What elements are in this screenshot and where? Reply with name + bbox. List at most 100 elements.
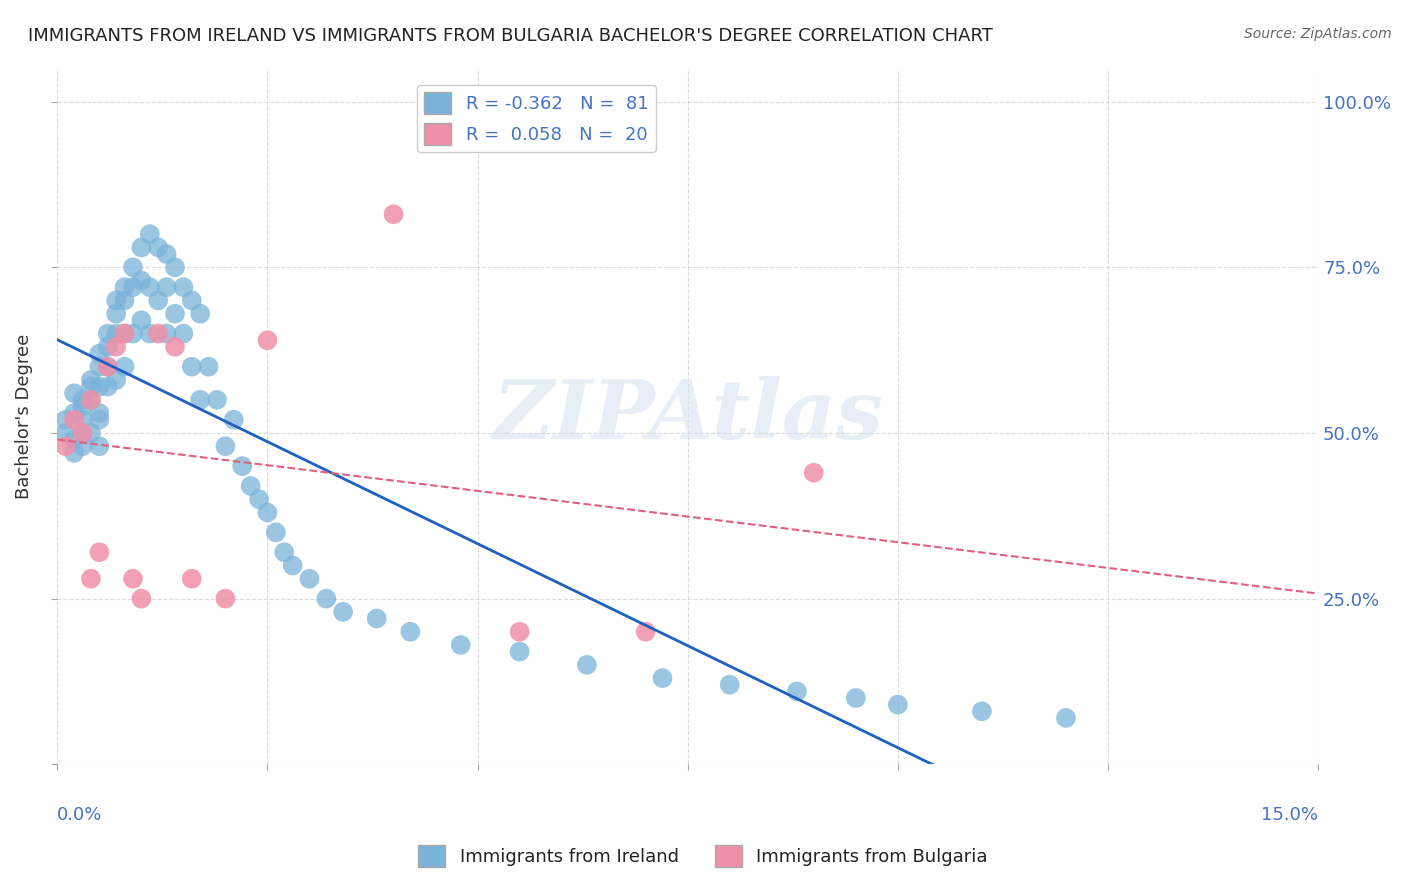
Point	[80, 379, 103, 393]
Point	[72, 425, 94, 440]
Point	[332, 605, 354, 619]
Point	[281, 558, 304, 573]
Point	[197, 359, 219, 374]
Point	[163, 307, 186, 321]
Point	[97, 359, 120, 374]
Point	[146, 240, 169, 254]
Point	[80, 425, 103, 440]
Point	[180, 572, 202, 586]
Point	[256, 333, 278, 347]
Legend: R = -0.362   N =  81, R =  0.058   N =  20: R = -0.362 N = 81, R = 0.058 N = 20	[418, 85, 655, 152]
Point	[114, 326, 136, 341]
Point	[63, 446, 86, 460]
Point	[180, 359, 202, 374]
Point	[105, 293, 128, 308]
Point	[105, 307, 128, 321]
Point	[188, 392, 211, 407]
Point	[163, 260, 186, 275]
Point	[80, 392, 103, 407]
Legend: Immigrants from Ireland, Immigrants from Bulgaria: Immigrants from Ireland, Immigrants from…	[411, 838, 995, 874]
Point	[273, 545, 295, 559]
Point	[72, 400, 94, 414]
Text: ZIPAtlas: ZIPAtlas	[492, 376, 883, 457]
Point	[105, 340, 128, 354]
Point	[205, 392, 228, 407]
Point	[509, 624, 531, 639]
Point	[214, 591, 236, 606]
Point	[366, 611, 388, 625]
Point	[105, 326, 128, 341]
Point	[1054, 711, 1077, 725]
Point	[163, 340, 186, 354]
Point	[222, 413, 245, 427]
Point	[803, 466, 825, 480]
Point	[122, 280, 145, 294]
Point	[634, 624, 657, 639]
Point	[72, 413, 94, 427]
Point	[131, 591, 153, 606]
Point	[55, 425, 77, 440]
Point	[63, 386, 86, 401]
Point	[718, 678, 741, 692]
Point	[55, 413, 77, 427]
Point	[298, 572, 321, 586]
Point	[114, 280, 136, 294]
Point	[131, 313, 153, 327]
Point	[845, 691, 868, 706]
Point	[97, 379, 120, 393]
Point	[264, 525, 287, 540]
Point	[239, 479, 262, 493]
Point	[97, 340, 120, 354]
Point	[786, 684, 808, 698]
Point	[382, 207, 405, 221]
Text: IMMIGRANTS FROM IRELAND VS IMMIGRANTS FROM BULGARIA BACHELOR'S DEGREE CORRELATIO: IMMIGRANTS FROM IRELAND VS IMMIGRANTS FR…	[28, 27, 993, 45]
Y-axis label: Bachelor's Degree: Bachelor's Degree	[15, 334, 32, 499]
Point	[247, 492, 270, 507]
Point	[155, 247, 177, 261]
Point	[172, 326, 194, 341]
Point	[63, 413, 86, 427]
Point	[97, 359, 120, 374]
Point	[80, 373, 103, 387]
Point	[89, 346, 111, 360]
Point	[214, 439, 236, 453]
Point	[172, 280, 194, 294]
Point	[231, 459, 253, 474]
Point	[155, 280, 177, 294]
Point	[63, 433, 86, 447]
Point	[89, 379, 111, 393]
Point	[139, 227, 162, 242]
Point	[122, 326, 145, 341]
Text: Source: ZipAtlas.com: Source: ZipAtlas.com	[1244, 27, 1392, 41]
Point	[575, 657, 598, 672]
Point	[114, 359, 136, 374]
Point	[146, 293, 169, 308]
Point	[180, 293, 202, 308]
Point	[256, 506, 278, 520]
Point	[887, 698, 910, 712]
Point	[155, 326, 177, 341]
Point	[146, 326, 169, 341]
Point	[651, 671, 673, 685]
Point	[122, 572, 145, 586]
Point	[89, 413, 111, 427]
Point	[80, 572, 103, 586]
Point	[89, 439, 111, 453]
Point	[72, 439, 94, 453]
Point	[188, 307, 211, 321]
Point	[72, 425, 94, 440]
Point	[139, 326, 162, 341]
Point	[80, 392, 103, 407]
Text: 0.0%: 0.0%	[58, 806, 103, 824]
Point	[399, 624, 422, 639]
Point	[105, 373, 128, 387]
Point	[131, 274, 153, 288]
Point	[89, 545, 111, 559]
Point	[450, 638, 472, 652]
Point	[72, 392, 94, 407]
Point	[55, 439, 77, 453]
Point	[97, 326, 120, 341]
Point	[89, 406, 111, 420]
Point	[122, 260, 145, 275]
Point	[509, 645, 531, 659]
